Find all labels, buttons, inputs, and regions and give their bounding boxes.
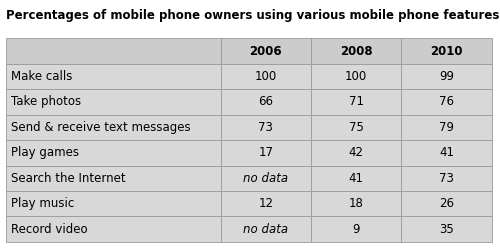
Bar xyxy=(402,38,492,64)
Text: 71: 71 xyxy=(348,95,364,108)
Text: Percentages of mobile phone owners using various mobile phone features: Percentages of mobile phone owners using… xyxy=(6,9,500,22)
Text: 75: 75 xyxy=(348,121,364,134)
Bar xyxy=(220,38,311,64)
Bar xyxy=(402,216,492,242)
Bar xyxy=(402,191,492,216)
Bar xyxy=(6,166,220,191)
Text: 41: 41 xyxy=(439,146,454,159)
Text: no data: no data xyxy=(244,172,288,185)
Text: Make calls: Make calls xyxy=(11,70,72,83)
Bar xyxy=(220,191,311,216)
Text: 99: 99 xyxy=(439,70,454,83)
Text: 42: 42 xyxy=(348,146,364,159)
Bar xyxy=(402,166,492,191)
Bar xyxy=(402,89,492,115)
Bar xyxy=(6,89,220,115)
Bar xyxy=(220,140,311,166)
Bar xyxy=(311,38,402,64)
Bar xyxy=(6,64,220,89)
Text: 9: 9 xyxy=(352,223,360,236)
Bar xyxy=(220,166,311,191)
Text: Record video: Record video xyxy=(11,223,88,236)
Bar xyxy=(220,64,311,89)
Text: Play games: Play games xyxy=(11,146,79,159)
Bar xyxy=(311,166,402,191)
Bar xyxy=(220,216,311,242)
Text: 2008: 2008 xyxy=(340,45,372,58)
Bar xyxy=(402,115,492,140)
Text: 76: 76 xyxy=(439,95,454,108)
Text: 41: 41 xyxy=(348,172,364,185)
Bar xyxy=(6,140,220,166)
Bar xyxy=(220,89,311,115)
Bar xyxy=(311,115,402,140)
Bar xyxy=(311,89,402,115)
Text: 17: 17 xyxy=(258,146,274,159)
Text: 66: 66 xyxy=(258,95,274,108)
Bar xyxy=(402,140,492,166)
Text: Play music: Play music xyxy=(11,197,74,210)
Bar xyxy=(6,216,220,242)
Bar xyxy=(311,191,402,216)
Bar xyxy=(311,140,402,166)
Bar xyxy=(311,216,402,242)
Text: 18: 18 xyxy=(348,197,364,210)
Text: 73: 73 xyxy=(439,172,454,185)
Text: Search the Internet: Search the Internet xyxy=(11,172,126,185)
Bar xyxy=(6,115,220,140)
Text: 79: 79 xyxy=(439,121,454,134)
Bar xyxy=(220,115,311,140)
Text: 73: 73 xyxy=(258,121,274,134)
Text: 35: 35 xyxy=(439,223,454,236)
Text: 26: 26 xyxy=(439,197,454,210)
Text: 12: 12 xyxy=(258,197,274,210)
Bar xyxy=(6,38,220,64)
Text: no data: no data xyxy=(244,223,288,236)
Text: Take photos: Take photos xyxy=(11,95,81,108)
Bar xyxy=(402,64,492,89)
Text: 2006: 2006 xyxy=(250,45,282,58)
Bar xyxy=(6,191,220,216)
Text: 100: 100 xyxy=(345,70,368,83)
Text: Send & receive text messages: Send & receive text messages xyxy=(11,121,190,134)
Bar xyxy=(311,64,402,89)
Text: 2010: 2010 xyxy=(430,45,462,58)
Text: 100: 100 xyxy=(254,70,277,83)
